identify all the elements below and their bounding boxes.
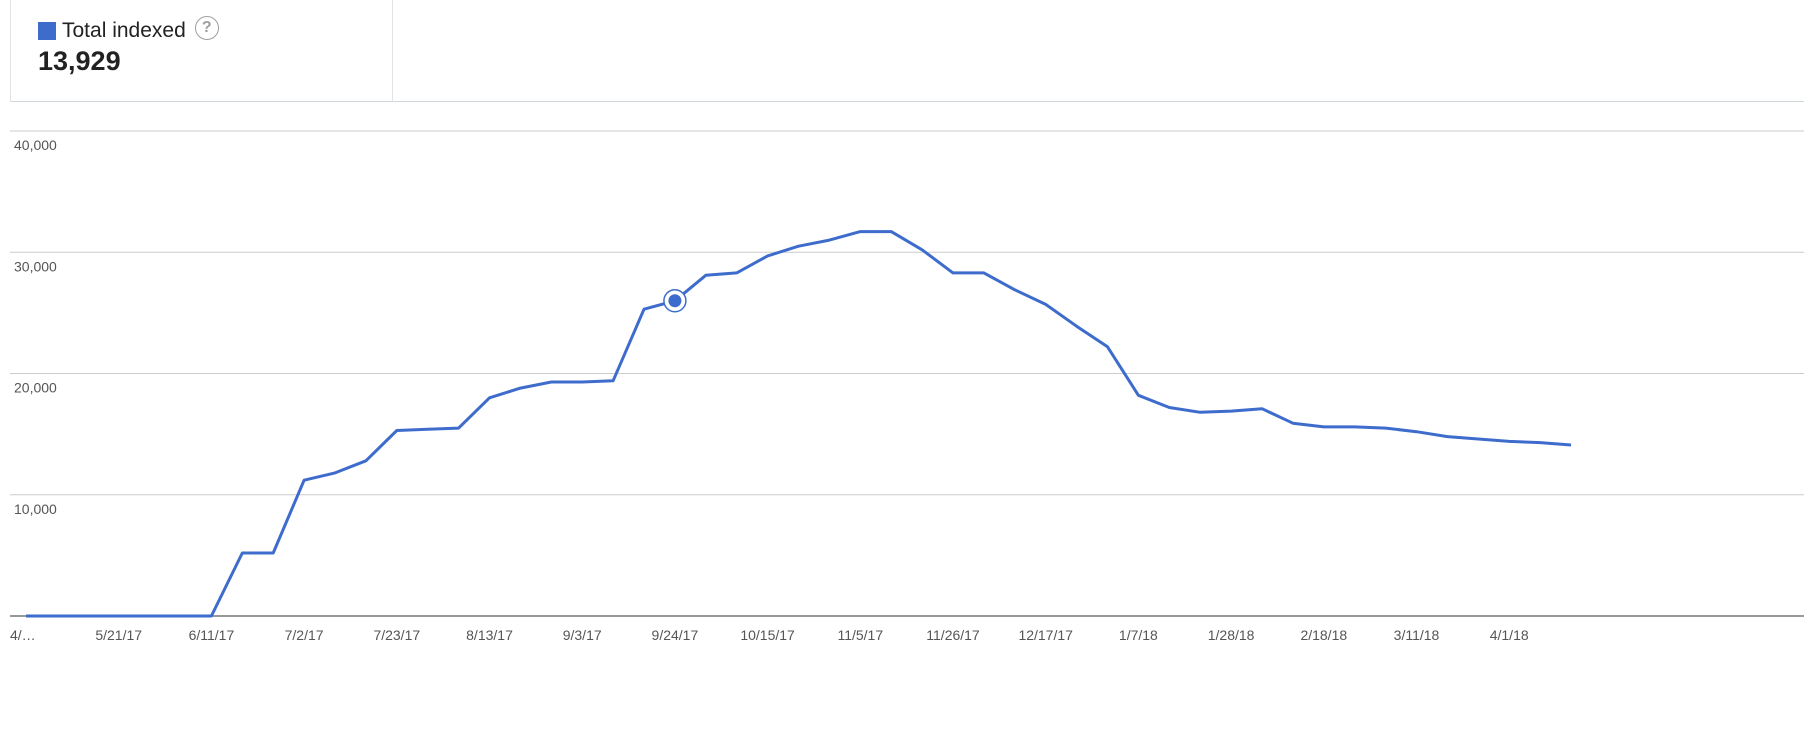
data-point xyxy=(703,272,709,278)
data-point xyxy=(579,379,585,385)
data-point xyxy=(1537,440,1543,446)
x-tick-label: 7/2/17 xyxy=(285,627,324,643)
data-point xyxy=(1074,323,1080,329)
data-point xyxy=(208,613,214,619)
data-point xyxy=(1105,344,1111,350)
data-point xyxy=(1321,424,1327,430)
data-point xyxy=(919,247,925,253)
data-point xyxy=(1043,301,1049,307)
x-tick-label: 5/21/17 xyxy=(95,627,142,643)
x-tick-label: 2/18/18 xyxy=(1300,627,1347,643)
data-point xyxy=(23,613,29,619)
x-tick-label: 11/5/17 xyxy=(837,627,883,643)
x-tick-label: 4/1/18 xyxy=(1490,627,1529,643)
data-point xyxy=(54,613,60,619)
highlight-point xyxy=(668,294,682,308)
x-tick-label: 9/3/17 xyxy=(563,627,602,643)
data-point xyxy=(1228,408,1234,414)
data-point xyxy=(1166,404,1172,410)
data-point xyxy=(239,550,245,556)
x-tick-label: 12/17/17 xyxy=(1018,627,1073,643)
metric-value: 13,929 xyxy=(38,46,121,76)
data-point xyxy=(1506,438,1512,444)
data-point xyxy=(888,229,894,235)
x-tick-label: 4/… xyxy=(10,627,36,643)
x-tick-label: 11/26/17 xyxy=(926,627,980,643)
chart-grid xyxy=(10,130,1804,617)
metric-legend: Total indexed ? xyxy=(38,16,219,44)
data-point xyxy=(1383,425,1389,431)
y-tick-label: 10,000 xyxy=(14,501,57,517)
data-point xyxy=(1290,420,1296,426)
data-point xyxy=(425,426,431,432)
data-point xyxy=(1197,409,1203,415)
y-tick-label: 30,000 xyxy=(14,258,57,274)
summary-card[interactable]: Total indexed ? 13,929 xyxy=(10,0,393,102)
y-tick-label: 20,000 xyxy=(14,380,57,396)
data-point xyxy=(765,253,771,259)
x-tick-label: 1/28/18 xyxy=(1208,627,1255,643)
help-icon[interactable]: ? xyxy=(194,16,219,40)
data-point xyxy=(1352,424,1358,430)
y-axis: 10,000 20,000 30,000 40,000 xyxy=(14,137,57,517)
y-tick-label: 40,000 xyxy=(14,137,57,153)
data-point xyxy=(796,243,802,249)
data-point xyxy=(950,270,956,276)
data-point xyxy=(332,470,338,476)
data-point xyxy=(116,613,122,619)
data-point xyxy=(456,425,462,431)
data-point xyxy=(734,270,740,276)
data-point xyxy=(517,385,523,391)
x-tick-label: 1/7/18 xyxy=(1119,627,1158,643)
x-tick-label: 3/11/18 xyxy=(1394,627,1440,643)
data-point xyxy=(826,237,832,243)
data-point xyxy=(548,379,554,385)
data-point xyxy=(641,306,647,312)
data-point xyxy=(1568,442,1574,448)
series-swatch xyxy=(38,22,56,40)
data-point xyxy=(1012,287,1018,293)
data-point xyxy=(1259,406,1265,412)
data-point xyxy=(1444,434,1450,440)
data-point xyxy=(857,229,863,235)
x-tick-label: 8/13/17 xyxy=(466,627,513,643)
series-line-total-indexed xyxy=(26,230,1572,618)
data-point xyxy=(1414,429,1420,435)
x-tick-label: 6/11/17 xyxy=(189,627,235,643)
x-axis: 4/… 5/21/17 6/11/17 7/2/17 7/23/17 8/13/17 9/3… xyxy=(10,627,1529,643)
data-point xyxy=(610,378,616,384)
summary-strip xyxy=(393,0,1804,102)
data-point xyxy=(981,270,987,276)
x-tick-label: 9/24/17 xyxy=(652,627,699,643)
data-point xyxy=(363,458,369,464)
data-point xyxy=(394,427,400,433)
data-point xyxy=(147,613,153,619)
data-point xyxy=(85,613,91,619)
data-point xyxy=(1475,436,1481,442)
data-point xyxy=(301,477,307,483)
data-point xyxy=(270,550,276,556)
data-point xyxy=(178,613,184,619)
x-tick-label: 7/23/17 xyxy=(373,627,420,643)
x-tick-label: 10/15/17 xyxy=(740,627,795,643)
data-point xyxy=(1135,392,1141,398)
series-layer xyxy=(23,229,1574,619)
data-point xyxy=(487,395,493,401)
metric-label: Total indexed xyxy=(62,19,186,42)
